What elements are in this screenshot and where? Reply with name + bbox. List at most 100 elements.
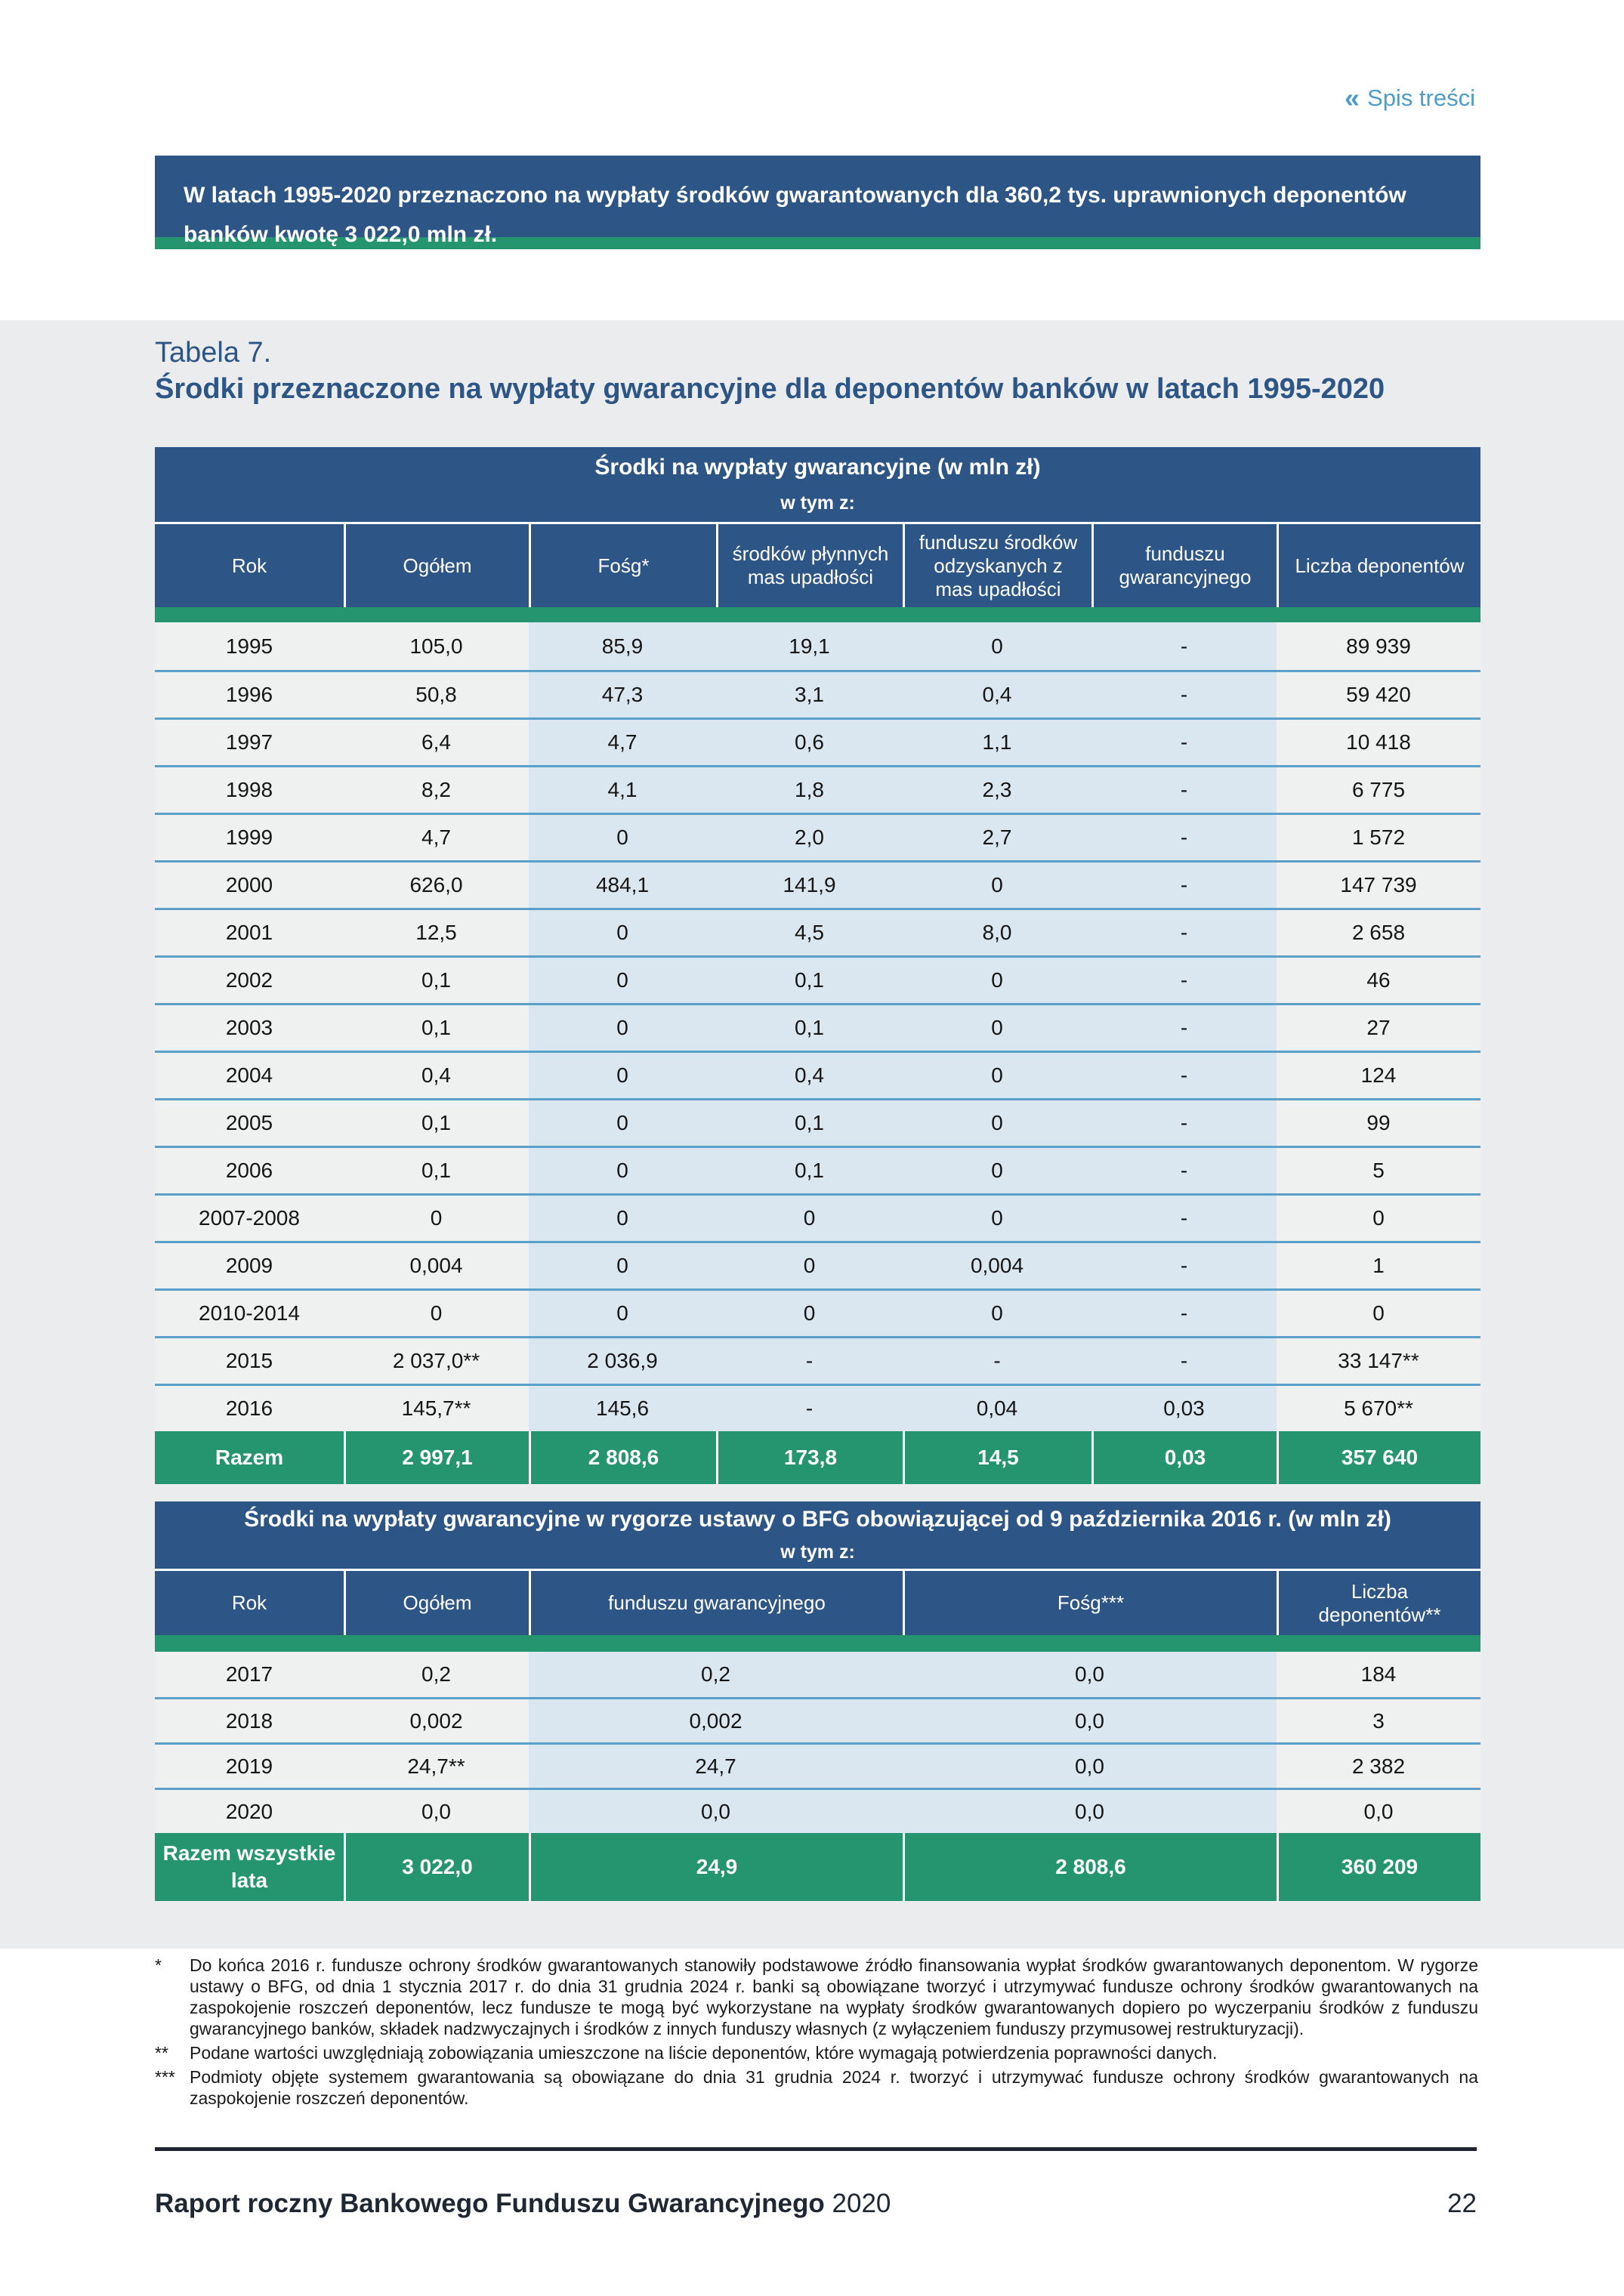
table-cell: 0,1 (421, 1016, 451, 1039)
table-cell: 184 (1360, 1662, 1397, 1686)
table-cell: 3 (1372, 1708, 1385, 1733)
table-cell: - (1091, 1005, 1277, 1051)
year-cell: 1996 (225, 683, 273, 706)
table-cell: - (1091, 958, 1277, 1003)
table-cell: 99 (1366, 1111, 1391, 1134)
total-cell: 24,9 (529, 1833, 903, 1901)
total-cell: 2 808,6 (903, 1833, 1277, 1901)
table1-band-subtitle: w tym z: (780, 492, 855, 514)
year-cell: 2010-2014 (199, 1301, 300, 1325)
year-cell: 2018 (225, 1708, 273, 1733)
table-cell: 0,1 (716, 958, 903, 1003)
table-cell: 10 418 (1346, 730, 1411, 754)
table-row: 2015 2 037,0** 2 036,9 - - - 33 147** (155, 1336, 1480, 1384)
year-cell: 2007-2008 (199, 1206, 300, 1230)
column-header-srodki-plynne: środków płynnych mas upadłości (716, 524, 903, 607)
table-cell: 1,8 (716, 767, 903, 813)
table2-total-row: Razem wszystkie lata 3 022,0 24,9 2 808,… (155, 1833, 1480, 1901)
table-cell: 5 670** (1344, 1396, 1413, 1420)
total-cell: 360 209 (1277, 1833, 1480, 1901)
year-cell: 2017 (225, 1662, 273, 1686)
table-cell: 0,1 (421, 1111, 451, 1134)
year-cell: 2006 (225, 1159, 273, 1182)
footer-title: Raport roczny Bankowego Funduszu Gwaranc… (155, 2189, 891, 2219)
table-cell: - (1091, 720, 1277, 765)
table-cell: - (1091, 672, 1277, 718)
table-row: 2007-2008 0 0 0 0 - 0 (155, 1193, 1480, 1241)
table-cell: 0 (716, 1243, 903, 1288)
column-header-fosg: Fośg* (529, 524, 716, 607)
table-cell: 105,0 (409, 634, 463, 658)
table-row: 2016 145,7** 145,6 - 0,04 0,03 5 670** (155, 1384, 1480, 1431)
total-label: Razem wszystkie lata (162, 1841, 336, 1892)
highlight-text: W latach 1995-2020 przeznaczono na wypła… (184, 183, 1406, 247)
table-cell: 0,1 (421, 1159, 451, 1182)
table-cell: 33 147** (1338, 1349, 1419, 1372)
table-row: 2017 0,2 0,2 0,0 184 (155, 1652, 1480, 1697)
table-guarantee-payments-1995-2020: Środki na wypłaty gwarancyjne (w mln zł)… (155, 447, 1480, 1484)
table-row: 2020 0,0 0,0 0,0 0,0 (155, 1788, 1480, 1833)
table-cell: 2 658 (1351, 921, 1406, 944)
table-cell: 5 (1372, 1159, 1385, 1182)
year-cell: 2001 (225, 921, 273, 944)
table-cell: 124 (1360, 1063, 1397, 1087)
table-row: 2006 0,1 0 0,1 0 - 5 (155, 1146, 1480, 1193)
table-cell: 145,6 (529, 1386, 716, 1431)
table-row: 2001 12,5 0 4,5 8,0 - 2 658 (155, 908, 1480, 955)
table-cell: 1,1 (903, 720, 1091, 765)
column-header-fundusz-odzyskany: funduszu środków odzyskanych z mas upadł… (903, 524, 1091, 607)
table-cell: 0,03 (1091, 1386, 1277, 1431)
table-cell: 0 (529, 1243, 716, 1288)
column-header-fundusz-gwarancyjny: funduszu gwarancyjnego (1091, 524, 1277, 607)
table-cell: 89 939 (1346, 634, 1411, 658)
footnote-text: Podane wartości uwzględniają zobowiązani… (190, 2043, 1218, 2063)
table-cell: - (1091, 863, 1277, 908)
footnote: *** Podmioty objęte systemem gwarantowan… (155, 2066, 1478, 2109)
table-cell: 0,2 (421, 1662, 451, 1686)
year-cell: 1997 (225, 730, 273, 754)
table-cell: 626,0 (409, 873, 463, 896)
table-cell: 0,002 (409, 1708, 463, 1733)
highlight-box: W latach 1995-2020 przeznaczono na wypła… (155, 156, 1480, 249)
footnote-text: Do końca 2016 r. fundusze ochrony środkó… (190, 1955, 1478, 2038)
table-cell: 0 (529, 1053, 716, 1098)
table1-column-headers: Rok Ogółem Fośg* środków płynnych mas up… (155, 522, 1480, 607)
table-row: 1997 6,4 4,7 0,6 1,1 - 10 418 (155, 718, 1480, 765)
table-row: 1998 8,2 4,1 1,8 2,3 - 6 775 (155, 765, 1480, 813)
page-footer: Raport roczny Bankowego Funduszu Gwaranc… (155, 2189, 1477, 2219)
page-number: 22 (1447, 2189, 1477, 2218)
green-accent-bar (155, 607, 1480, 622)
table1-total-row: Razem 2 997,1 2 808,6 173,8 14,5 0,03 35… (155, 1431, 1480, 1484)
table-cell: - (903, 1338, 1091, 1384)
table-cell: 12,5 (415, 921, 457, 944)
table-cell: 2,3 (903, 767, 1091, 813)
table-cell: - (1091, 622, 1277, 670)
footnote: ** Podane wartości uwzględniają zobowiąz… (155, 2042, 1478, 2063)
year-cell: 2016 (225, 1396, 273, 1420)
table-cell: - (1091, 910, 1277, 955)
table-cell: - (1091, 1053, 1277, 1098)
table-cell: 0,6 (716, 720, 903, 765)
table-row: 2000 626,0 484,1 141,9 0 - 147 739 (155, 860, 1480, 908)
table-cell: 0,004 (409, 1254, 463, 1277)
year-cell: 2020 (225, 1799, 273, 1823)
table-row: 1996 50,8 47,3 3,1 0,4 - 59 420 (155, 670, 1480, 718)
table-cell: 0 (903, 1148, 1091, 1193)
table-cell: 85,9 (529, 622, 716, 670)
year-cell: 2003 (225, 1016, 273, 1039)
table-cell: - (1091, 1100, 1277, 1146)
toc-link[interactable]: « Spis treści (1345, 85, 1475, 112)
table-label: Tabela 7. (155, 337, 272, 369)
table-cell: 24,7** (407, 1754, 465, 1778)
table-cell: 0,0 (903, 1790, 1277, 1833)
table-cell: 484,1 (529, 863, 716, 908)
table-cell: 0,1 (421, 968, 451, 992)
table-cell: 4,7 (529, 720, 716, 765)
table-cell: 1 572 (1351, 826, 1406, 849)
column-header-rok: Rok (231, 1591, 267, 1614)
table-cell: 2 036,9 (529, 1338, 716, 1384)
table-row: 2002 0,1 0 0,1 0 - 46 (155, 955, 1480, 1003)
table-cell: 147 739 (1340, 873, 1417, 896)
table-cell: 0,4 (903, 672, 1091, 718)
column-header-rok: Rok (231, 554, 267, 577)
